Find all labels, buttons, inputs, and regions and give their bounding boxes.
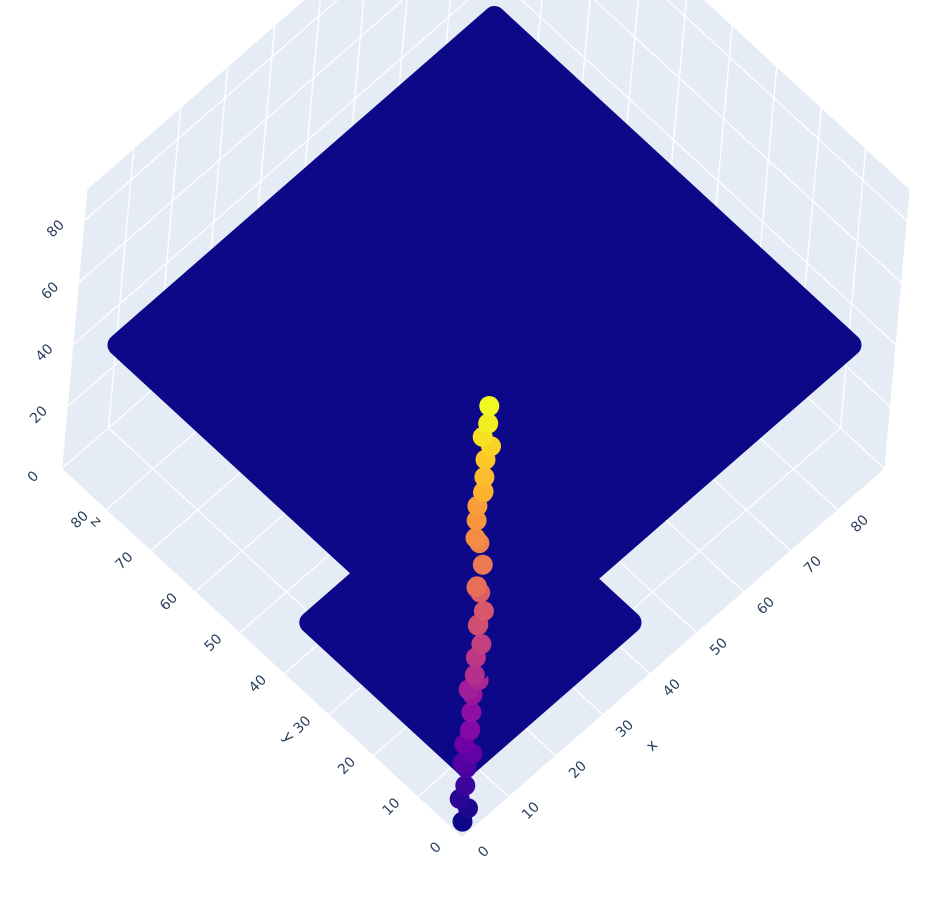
y-tick-label: 40 xyxy=(246,672,270,696)
y-tick-label: 10 xyxy=(380,795,404,819)
path-point xyxy=(473,601,494,622)
marker-plane-3 xyxy=(438,143,553,248)
path-point xyxy=(479,396,500,416)
path-point xyxy=(466,510,487,531)
z-tick-label: 20 xyxy=(27,403,51,427)
x-axis-title: x xyxy=(642,736,661,755)
x-tick-label: 30 xyxy=(613,717,637,741)
path-point xyxy=(474,467,495,488)
y-axis-title: y xyxy=(279,727,298,746)
gridline-z-xwall xyxy=(593,0,903,284)
gridline-z-ywall xyxy=(83,0,339,222)
gridline-z-ywall xyxy=(72,0,470,346)
y-tick-label: 50 xyxy=(202,631,226,655)
x-tick-label: 10 xyxy=(519,799,543,823)
path-point xyxy=(471,634,492,655)
y-tick-label: 70 xyxy=(113,549,137,573)
y-tick-label: 80 xyxy=(68,508,92,532)
path-point xyxy=(467,576,487,597)
gridline-x-wall xyxy=(60,189,88,470)
x-tick-label: 80 xyxy=(848,512,872,536)
z-tick-label: 60 xyxy=(38,279,62,303)
gridline-y-floor xyxy=(461,468,886,839)
x-tick-label: 20 xyxy=(566,758,590,782)
marker-plane-2 xyxy=(107,6,862,684)
gridline-x-wall xyxy=(107,148,135,429)
x-tick-label: 40 xyxy=(660,676,684,700)
gridline-z-xwall xyxy=(666,0,908,222)
path-point xyxy=(478,413,499,434)
gridline-x-floor xyxy=(61,468,463,839)
gridline-z-xwall xyxy=(520,0,897,346)
path-point xyxy=(460,719,481,740)
z-axis-title: z xyxy=(87,512,105,530)
x-tick-label: 70 xyxy=(801,553,825,577)
path-point xyxy=(455,775,476,796)
path-point xyxy=(473,481,494,502)
path-point xyxy=(464,665,485,685)
z-tick-label: 80 xyxy=(44,217,68,241)
z-tick-label: 0 xyxy=(25,468,43,486)
x-tick-label: 60 xyxy=(754,594,778,618)
x-tick-label: 0 xyxy=(475,843,493,861)
gridline-y-wall xyxy=(884,189,911,470)
gridline-z-ywall xyxy=(77,0,404,284)
path-point xyxy=(465,527,486,548)
path-point xyxy=(461,702,482,723)
path-point xyxy=(472,554,493,575)
data-markers xyxy=(107,6,862,832)
gridline-y-wall xyxy=(839,148,867,429)
y-tick-label: 0 xyxy=(427,839,445,857)
y-tick-label: 20 xyxy=(335,754,359,778)
x-tick-label: 50 xyxy=(707,635,731,659)
z-tick-label: 40 xyxy=(33,341,57,365)
y-tick-label: 60 xyxy=(157,590,181,614)
